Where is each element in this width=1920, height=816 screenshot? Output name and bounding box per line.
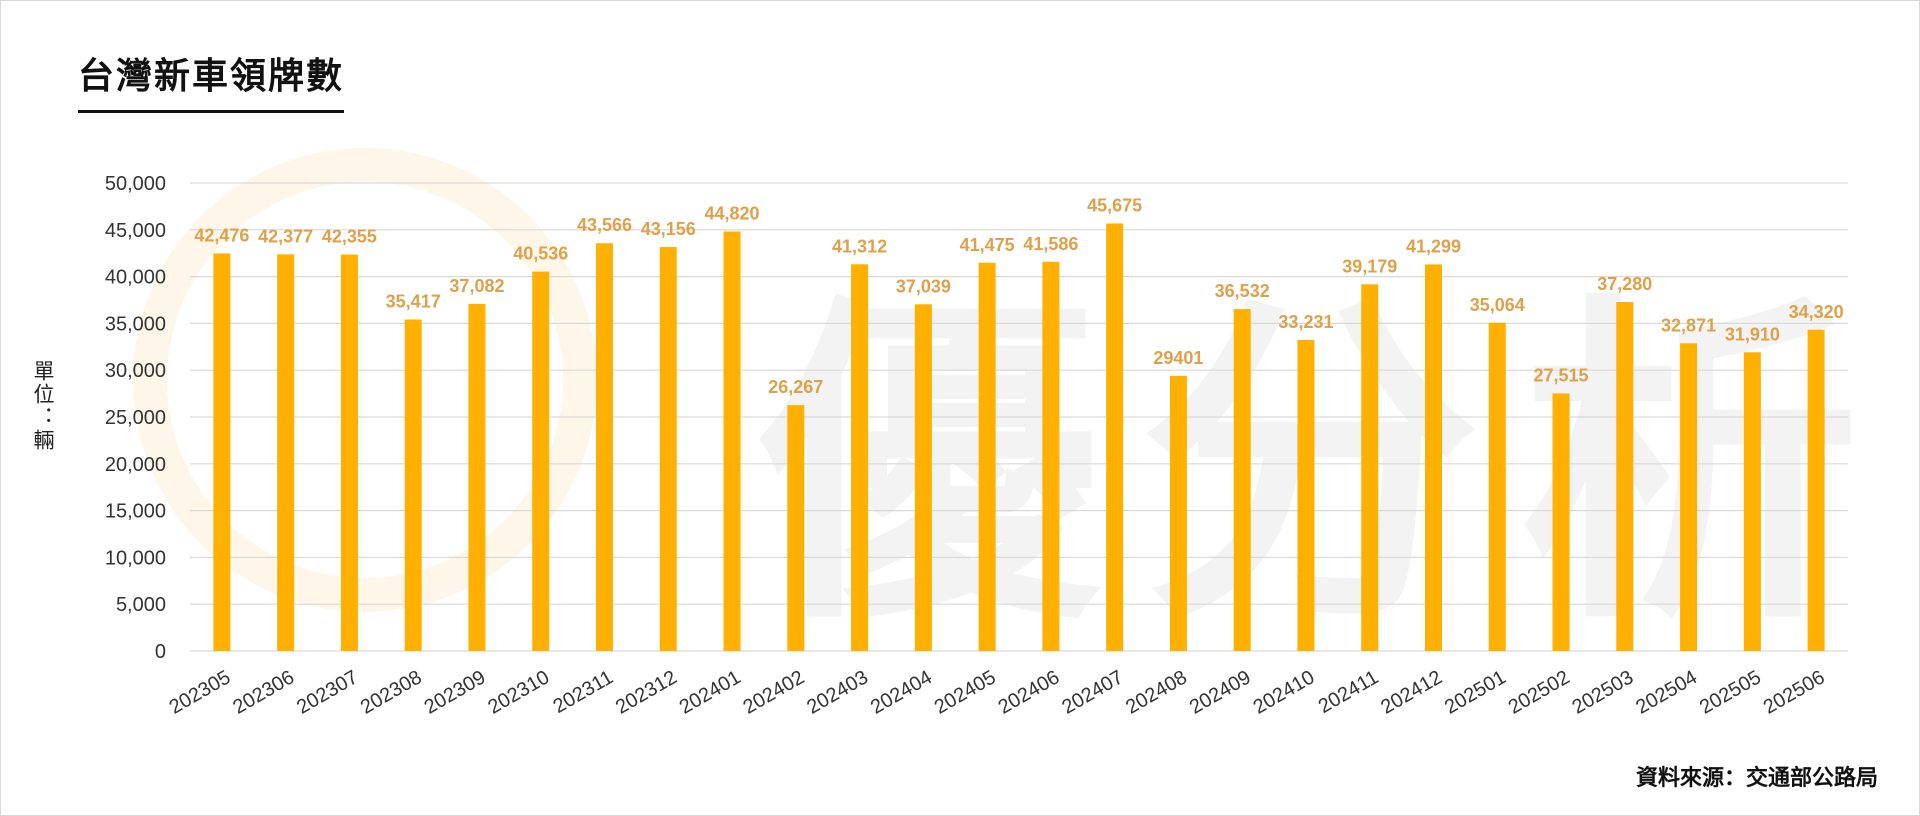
x-tick-label: 202501 <box>1441 666 1510 718</box>
bar <box>978 262 996 651</box>
data-label: 42,377 <box>258 226 313 246</box>
x-tick-label: 202506 <box>1760 666 1829 718</box>
bar <box>340 254 358 652</box>
x-tick-label: 202305 <box>166 666 235 718</box>
bar <box>1425 264 1442 651</box>
bar <box>1488 322 1506 651</box>
bar <box>1042 261 1060 651</box>
data-label: 35,064 <box>1470 295 1525 315</box>
x-tick-label: 202505 <box>1696 666 1765 718</box>
y-tick-label: 15,000 <box>105 501 166 523</box>
bar <box>1297 339 1315 651</box>
x-tick-label: 202403 <box>803 666 872 718</box>
data-source-note: 資料來源：交通部公路局 <box>1635 766 1878 791</box>
bar <box>1680 343 1698 651</box>
y-tick-label: 50,000 <box>105 173 166 195</box>
x-tick-label: 202411 <box>1315 666 1383 718</box>
y-tick-label: 40,000 <box>105 267 166 289</box>
bar <box>1616 302 1634 651</box>
bar <box>1361 284 1379 651</box>
data-label: 36,532 <box>1215 281 1270 301</box>
bar <box>1106 223 1124 651</box>
data-label: 45,675 <box>1087 195 1142 215</box>
y-tick-label: 35,000 <box>105 313 166 335</box>
bar <box>723 231 741 651</box>
bar <box>1233 309 1251 651</box>
bar <box>277 254 295 652</box>
x-tick-label: 202412 <box>1377 666 1446 718</box>
bar <box>659 247 677 651</box>
x-tick-label: 202406 <box>995 666 1064 718</box>
bar <box>468 303 486 651</box>
y-tick-label: 30,000 <box>105 360 166 382</box>
data-label: 40,536 <box>513 244 568 264</box>
x-tick-label: 202308 <box>357 666 426 718</box>
x-tick-label: 202404 <box>867 666 936 718</box>
x-tick-label: 202502 <box>1505 666 1574 718</box>
data-label: 39,179 <box>1342 256 1397 276</box>
data-label: 27,515 <box>1534 365 1589 385</box>
bar <box>914 304 932 651</box>
x-tick-label: 202402 <box>740 666 809 718</box>
y-tick-label: 10,000 <box>105 547 166 569</box>
bar <box>1169 375 1187 651</box>
y-tick-label: 45,000 <box>105 220 166 242</box>
data-label: 43,156 <box>641 219 696 239</box>
bar <box>596 243 613 652</box>
title-block: 台灣新車領牌數 <box>78 52 345 113</box>
y-tick-label: 25,000 <box>105 407 166 429</box>
data-label: 41,312 <box>832 236 887 256</box>
data-label: 44,820 <box>705 203 760 223</box>
x-tick-label: 202310 <box>484 666 553 718</box>
data-label: 42,355 <box>322 227 377 247</box>
data-label: 41,586 <box>1023 234 1078 254</box>
bar <box>213 253 231 652</box>
data-label: 42,476 <box>194 225 249 245</box>
bar <box>1552 393 1570 651</box>
data-label: 43,566 <box>577 215 632 235</box>
x-tick-label: 202409 <box>1186 666 1255 718</box>
x-tick-label: 202407 <box>1058 666 1127 718</box>
x-tick-label: 202306 <box>229 666 298 718</box>
y-axis-label: 單位：輛 <box>31 360 55 452</box>
x-tick-label: 202503 <box>1569 666 1638 718</box>
data-label: 41,475 <box>960 235 1015 255</box>
x-tick-label: 202504 <box>1632 666 1701 718</box>
data-label: 26,267 <box>768 377 823 397</box>
data-label: 41,299 <box>1406 236 1461 256</box>
x-tick-label: 202307 <box>293 666 362 718</box>
bar <box>787 405 805 651</box>
x-tick-label: 202311 <box>549 666 617 718</box>
chart-title: 台灣新車領牌數 <box>78 52 345 113</box>
x-tick-label: 202405 <box>931 666 1000 718</box>
y-tick-label: 5,000 <box>116 594 166 616</box>
y-tick-label: 0 <box>155 641 166 663</box>
bar <box>1743 352 1761 651</box>
y-tick-label: 20,000 <box>105 454 166 476</box>
x-tick-label: 202410 <box>1250 666 1319 718</box>
watermark-logo-ring <box>133 148 597 612</box>
data-label: 37,039 <box>896 276 951 296</box>
data-label: 35,417 <box>386 291 441 311</box>
x-tick-label: 202309 <box>421 666 490 718</box>
data-label: 33,231 <box>1278 312 1333 332</box>
data-label: 31,910 <box>1725 324 1780 344</box>
bar <box>851 264 869 651</box>
data-label: 37,280 <box>1597 274 1652 294</box>
bar <box>1807 329 1825 651</box>
data-label: 34,320 <box>1789 302 1844 322</box>
data-label: 37,082 <box>449 276 504 296</box>
x-tick-label: 202312 <box>612 666 681 718</box>
x-tick-label: 202408 <box>1122 666 1191 718</box>
x-tick-label: 202401 <box>676 666 745 718</box>
data-label: 32,871 <box>1661 315 1716 335</box>
bar <box>404 319 422 651</box>
data-label: 29401 <box>1153 348 1203 368</box>
bar <box>532 271 550 651</box>
